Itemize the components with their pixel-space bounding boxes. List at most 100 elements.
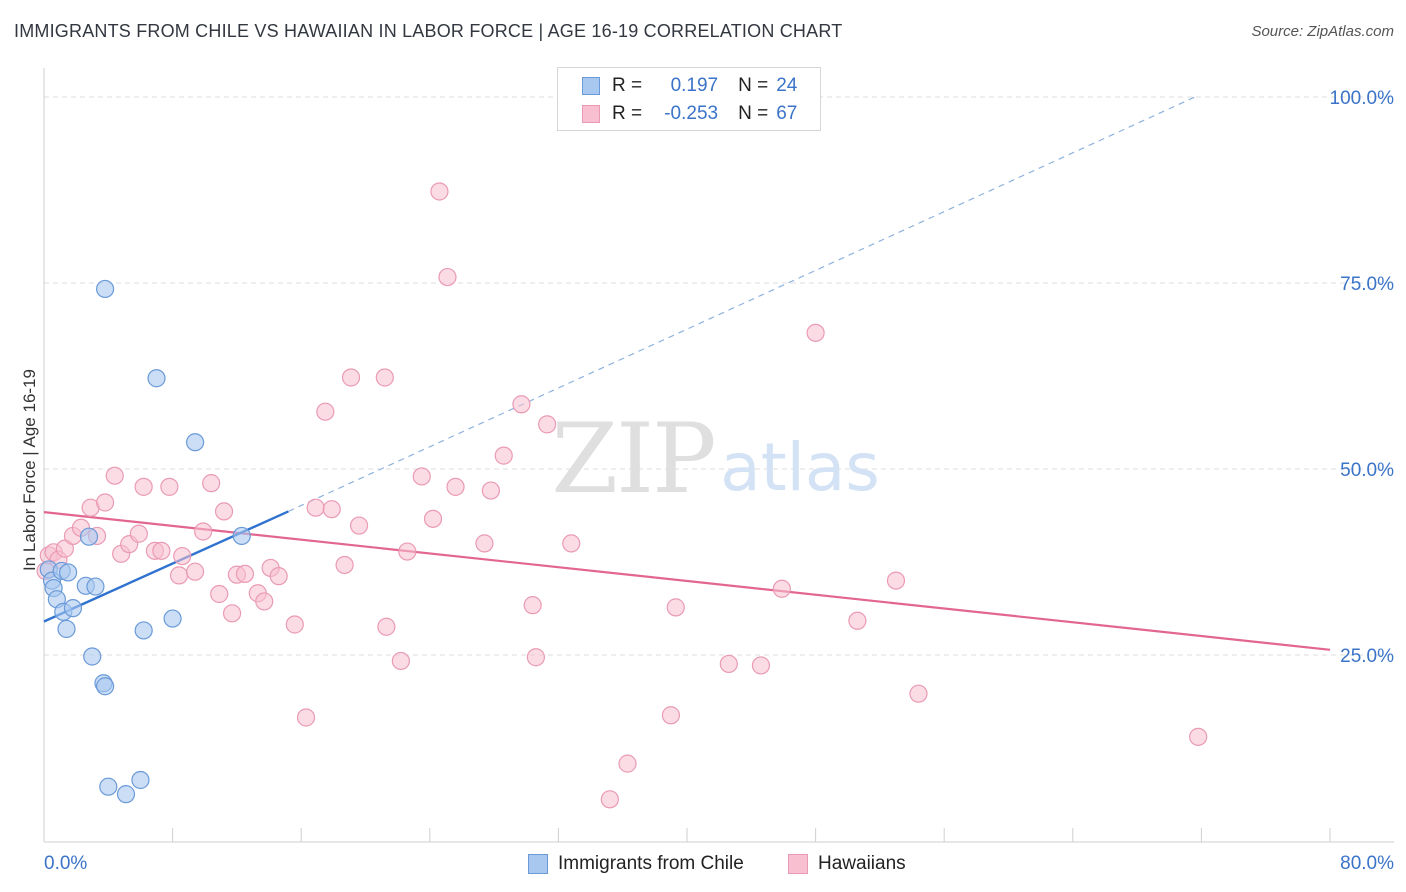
- r-label: R =: [612, 75, 643, 96]
- hawaiian-point: [152, 541, 171, 560]
- hawaiian-point: [285, 615, 304, 634]
- chile-swatch: [528, 854, 548, 874]
- chile-points: [39, 279, 251, 804]
- hawaiian-point: [412, 467, 431, 486]
- chile-point: [131, 770, 150, 790]
- hawaiian-point: [129, 524, 148, 543]
- hawaiian-point: [322, 500, 341, 519]
- chart-title: IMMIGRANTS FROM CHILE VS HAWAIIAN IN LAB…: [14, 21, 843, 41]
- x-tick-label: 80.0%: [1340, 853, 1394, 874]
- hawaiian-point: [886, 571, 906, 590]
- tick-labels: 25.0% 50.0% 75.0% 100.0% 0.0% 80.0%: [44, 88, 1394, 874]
- chile-point: [232, 526, 251, 546]
- hawaiian-point: [423, 509, 443, 528]
- hawaiian-swatch: [582, 105, 600, 123]
- hawaiian-point: [806, 323, 825, 342]
- hawaiian-point: [600, 790, 619, 809]
- hawaiian-point: [848, 611, 867, 630]
- hawaiian-point: [538, 415, 557, 434]
- hawaiian-point: [661, 706, 681, 725]
- hawaiian-point: [375, 368, 394, 387]
- chile-point: [83, 647, 102, 666]
- legend-row-hawaiian: R = -0.253 N = 67: [582, 101, 797, 127]
- n-label: N =: [738, 75, 769, 96]
- hawaiian-point: [341, 368, 361, 387]
- hawaiian-point: [194, 522, 213, 541]
- hawaiian-point: [335, 555, 354, 575]
- y-tick-label: 75.0%: [1340, 274, 1394, 295]
- n-label: N =: [738, 103, 769, 124]
- hawaiian-trend-line: [43, 511, 1331, 651]
- r-value: 0.197: [670, 75, 719, 96]
- legend-label-hawaiians: Hawaiians: [818, 853, 906, 874]
- hawaiian-point: [494, 446, 513, 465]
- legend-row-chile: R = 0.197 N = 24: [582, 73, 797, 99]
- hawaiian-point: [316, 402, 335, 421]
- chile-point: [99, 777, 118, 796]
- y-tick-label: 50.0%: [1340, 460, 1394, 481]
- chile-point: [134, 621, 153, 640]
- hawaiian-point: [719, 654, 738, 674]
- chile-point: [59, 563, 78, 582]
- chile-point: [63, 599, 83, 618]
- hawaiian-point: [349, 516, 369, 535]
- gridlines: [44, 96, 1394, 656]
- watermark-atlas: atlas: [720, 429, 880, 506]
- hawaiian-point: [1189, 727, 1208, 746]
- hawaiian-point: [222, 604, 242, 623]
- hawaiian-point: [666, 598, 685, 617]
- hawaiian-point: [202, 474, 221, 493]
- hawaiian-point: [210, 584, 229, 604]
- hawaiian-point: [377, 617, 396, 636]
- hawaiian-point: [562, 534, 581, 553]
- hawaiian-point: [105, 466, 124, 485]
- correlation-legend: R = 0.197 N = 24 R = -0.253 N = 67: [557, 67, 821, 131]
- hawaiian-point: [481, 481, 500, 500]
- hawaiian-point: [751, 656, 771, 675]
- chile-point: [163, 609, 182, 628]
- r-value: -0.253: [664, 103, 719, 124]
- hawaiian-point: [269, 567, 288, 586]
- hawaiian-point: [95, 493, 115, 512]
- hawaiian-point: [255, 592, 274, 611]
- y-tick-label: 100.0%: [1330, 88, 1395, 109]
- hawaiian-point: [391, 651, 410, 671]
- hawaiian-point: [306, 498, 325, 517]
- hawaiian-point: [186, 562, 205, 581]
- hawaiian-point: [772, 579, 791, 598]
- source-credit: Source: ZipAtlas.com: [1251, 23, 1394, 40]
- legend-label-chile: Immigrants from Chile: [558, 853, 744, 874]
- hawaiian-points: [36, 182, 1208, 809]
- legend-item-chile: Immigrants from Chile: [528, 850, 744, 878]
- hawaiian-point: [235, 564, 255, 584]
- chile-point: [57, 619, 76, 639]
- hawaiian-point: [169, 566, 189, 585]
- hawaiian-point: [523, 596, 542, 615]
- hawaiian-point: [160, 477, 179, 496]
- chile-point: [147, 369, 166, 388]
- hawaiian-point: [446, 477, 465, 496]
- hawaiian-swatch: [788, 854, 808, 874]
- hawaiian-point: [512, 395, 531, 414]
- hawaiian-point: [398, 542, 417, 561]
- hawaiian-point: [430, 182, 449, 201]
- y-tick-label: 25.0%: [1340, 646, 1394, 667]
- chile-point: [79, 527, 99, 546]
- hawaiian-point: [173, 546, 192, 566]
- axes: [43, 68, 1394, 843]
- hawaiian-point: [526, 648, 545, 667]
- chile-point: [116, 785, 136, 804]
- hawaiian-point: [296, 708, 316, 727]
- chile-trend-extension: [288, 96, 1196, 512]
- hawaiian-point: [214, 502, 234, 521]
- n-value: 24: [776, 75, 798, 96]
- hawaiian-point: [134, 477, 153, 496]
- hawaiian-point: [475, 534, 494, 553]
- chile-point: [95, 677, 115, 696]
- r-label: R =: [612, 103, 643, 124]
- x-tick-label: 0.0%: [44, 853, 87, 874]
- n-value: 67: [776, 103, 798, 124]
- hawaiian-point: [618, 754, 637, 773]
- hawaiian-point: [438, 267, 457, 287]
